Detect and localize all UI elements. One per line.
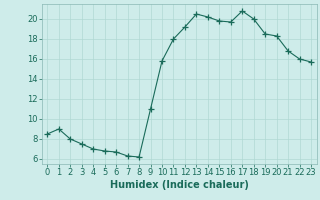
X-axis label: Humidex (Indice chaleur): Humidex (Indice chaleur) — [110, 180, 249, 190]
